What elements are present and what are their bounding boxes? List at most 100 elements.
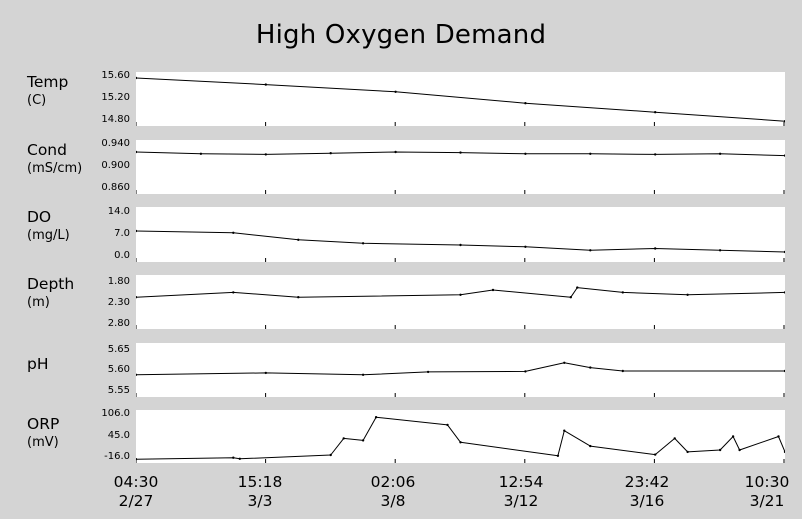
- plot-area-orp: [136, 410, 785, 463]
- x-tick-5: 23:42 3/16: [607, 473, 687, 511]
- data-point-orp: [563, 429, 566, 432]
- data-point-cond: [394, 150, 397, 154]
- data-point-orp: [329, 453, 332, 457]
- data-point-ph: [589, 366, 592, 369]
- data-point-depth: [232, 291, 235, 294]
- data-point-do: [718, 249, 722, 252]
- ytick: 15.20: [101, 92, 130, 103]
- x-tick-date: 3/16: [629, 492, 665, 510]
- ytick: 14.80: [101, 114, 130, 125]
- ytick: 0.0: [114, 250, 130, 261]
- panel-name-do: DO: [27, 208, 52, 226]
- data-point-cond: [264, 153, 267, 156]
- data-point-depth: [576, 286, 579, 289]
- data-point-orp: [777, 435, 780, 438]
- data-point-orp: [136, 458, 138, 461]
- data-point-do: [297, 238, 300, 241]
- panel-name-cond: Cond: [27, 141, 67, 159]
- data-point-cond: [589, 152, 592, 155]
- data-point-depth: [783, 291, 785, 294]
- panel-title-ph: pH: [27, 355, 49, 374]
- data-point-temp: [394, 90, 397, 93]
- data-point-orp: [783, 450, 785, 454]
- plot-area-do: [136, 207, 785, 262]
- data-point-orp: [342, 437, 345, 440]
- panel-name-temp: Temp: [27, 73, 69, 91]
- data-point-depth: [297, 296, 300, 299]
- ytick: 0.900: [101, 160, 130, 171]
- x-tick-date: 3/21: [749, 492, 785, 510]
- ytick: 7.0: [114, 228, 130, 239]
- ytick: 45.0: [107, 430, 130, 441]
- panel-unit-cond: (mS/cm): [27, 161, 83, 176]
- data-point-orp: [686, 450, 689, 454]
- data-point-orp: [654, 453, 657, 456]
- series-ph: [136, 361, 785, 397]
- data-point-temp: [136, 76, 138, 80]
- data-point-orp: [459, 441, 462, 444]
- data-point-temp: [783, 120, 785, 123]
- panel-unit-orp: (mV): [27, 435, 59, 450]
- panel-title-cond: Cond (mS/cm): [27, 141, 82, 177]
- data-point-ph: [136, 373, 138, 376]
- panel-title-orp: ORP (mV): [27, 415, 59, 451]
- data-point-do: [136, 229, 138, 233]
- data-point-ph: [361, 373, 365, 376]
- series-line-orp: [136, 416, 785, 460]
- ytick: 1.80: [107, 276, 130, 287]
- ytick: 5.60: [107, 364, 130, 375]
- ytick: 2.30: [107, 297, 130, 308]
- data-point-do: [232, 231, 235, 234]
- data-point-orp: [718, 448, 722, 452]
- ytick: 0.940: [101, 138, 130, 149]
- data-point-do: [589, 249, 592, 252]
- ytick: 2.80: [107, 318, 130, 329]
- data-point-ph: [264, 371, 267, 375]
- ytick: 5.65: [107, 344, 130, 355]
- data-point-orp: [374, 416, 378, 419]
- series-line-depth: [136, 287, 785, 298]
- x-tick-4: 12:54 3/12: [481, 473, 561, 511]
- data-point-orp: [589, 444, 592, 448]
- data-point-ph: [783, 369, 785, 373]
- panel-name-ph: pH: [27, 355, 49, 373]
- ytick: 5.55: [107, 385, 130, 396]
- panel-name-depth: Depth: [27, 275, 75, 293]
- data-point-cond: [199, 152, 203, 155]
- series-line-do: [136, 230, 785, 253]
- data-point-orp: [446, 423, 449, 427]
- data-point-cond: [459, 151, 462, 154]
- data-point-orp: [731, 435, 735, 438]
- x-tick-date: 3/3: [247, 492, 273, 510]
- x-tick-time: 02:06: [370, 473, 416, 491]
- series-orp: [136, 416, 785, 463]
- panel-name-orp: ORP: [27, 415, 60, 433]
- x-tick-1: 04:30 2/27: [96, 473, 176, 511]
- ytick: 15.60: [101, 70, 130, 81]
- data-point-ph: [563, 361, 566, 364]
- data-point-cond: [136, 150, 138, 154]
- series-line-temp: [136, 77, 785, 122]
- data-point-ph: [524, 370, 527, 373]
- data-point-depth: [569, 296, 572, 299]
- data-point-ph: [426, 370, 430, 374]
- data-point-orp: [738, 448, 741, 452]
- series-do: [136, 229, 785, 262]
- panel-unit-temp: (C): [27, 93, 47, 108]
- data-point-depth: [621, 291, 624, 294]
- data-point-depth: [491, 288, 495, 292]
- x-tick-3: 02:06 3/8: [353, 473, 433, 511]
- chart-title: High Oxygen Demand: [255, 20, 547, 50]
- panel-unit-depth: (m): [27, 295, 50, 310]
- x-tick-time: 04:30: [113, 473, 159, 491]
- data-point-orp: [556, 454, 560, 457]
- x-tick-date: 3/12: [503, 492, 539, 510]
- x-tick-6: 10:30 3/21: [727, 473, 802, 511]
- data-point-depth: [686, 293, 689, 296]
- series-cond: [136, 150, 785, 194]
- data-point-temp: [524, 102, 527, 105]
- data-point-do: [654, 247, 657, 250]
- data-point-cond: [783, 154, 785, 157]
- data-point-depth: [459, 293, 462, 296]
- data-point-do: [459, 243, 462, 247]
